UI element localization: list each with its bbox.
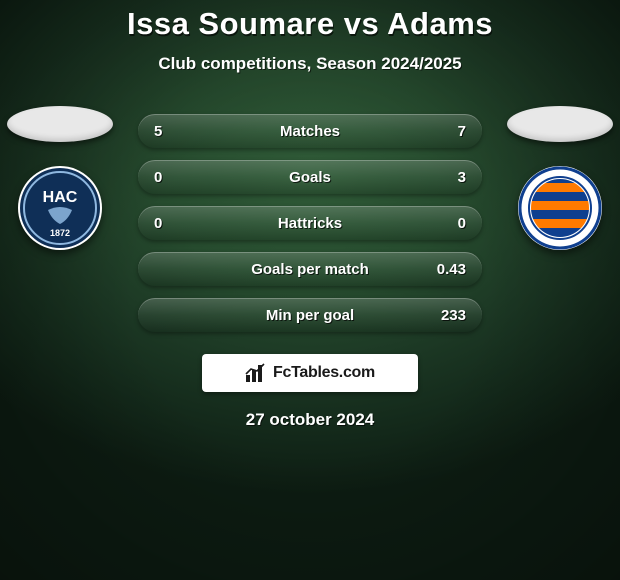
club-badge-left: HAC 1872 bbox=[18, 166, 102, 250]
svg-text:HAC: HAC bbox=[43, 189, 78, 206]
page-title: Issa Soumare vs Adams bbox=[0, 6, 620, 42]
stat-left-value: 5 bbox=[154, 123, 194, 140]
stat-right-value: 233 bbox=[426, 307, 466, 324]
branding-text: FcTables.com bbox=[273, 364, 375, 382]
mhsc-crest-icon bbox=[518, 166, 602, 250]
stat-label: Goals per match bbox=[251, 261, 369, 278]
player-right-column bbox=[500, 106, 620, 250]
stat-left-value: 0 bbox=[154, 215, 194, 232]
club-badge-right bbox=[518, 166, 602, 250]
page-subtitle: Club competitions, Season 2024/2025 bbox=[0, 54, 620, 74]
stat-right-value: 3 bbox=[426, 169, 466, 186]
stat-row: Min per goal 233 bbox=[138, 298, 482, 332]
stat-label: Min per goal bbox=[266, 307, 354, 324]
stat-row: 5 Matches 7 bbox=[138, 114, 482, 148]
svg-text:1872: 1872 bbox=[50, 228, 70, 238]
stat-row: 0 Hattricks 0 bbox=[138, 206, 482, 240]
hac-crest-icon: HAC 1872 bbox=[18, 166, 102, 250]
player-left-column: HAC 1872 bbox=[0, 106, 120, 250]
stat-row: Goals per match 0.43 bbox=[138, 252, 482, 286]
stat-row: 0 Goals 3 bbox=[138, 160, 482, 194]
stat-right-value: 0 bbox=[426, 215, 466, 232]
stat-label: Hattricks bbox=[278, 215, 342, 232]
stat-right-value: 7 bbox=[426, 123, 466, 140]
content-container: Issa Soumare vs Adams Club competitions,… bbox=[0, 0, 620, 580]
stats-list: 5 Matches 7 0 Goals 3 0 Hattricks 0 Goal… bbox=[138, 114, 482, 332]
stat-label: Matches bbox=[280, 123, 340, 140]
player-right-photo-placeholder bbox=[507, 106, 613, 142]
stat-label: Goals bbox=[289, 169, 331, 186]
stat-right-value: 0.43 bbox=[426, 261, 466, 278]
date-text: 27 october 2024 bbox=[0, 410, 620, 430]
branding-bar: FcTables.com bbox=[202, 354, 418, 392]
bars-chart-icon bbox=[245, 363, 267, 383]
comparison-arena: HAC 1872 bbox=[0, 114, 620, 430]
player-left-photo-placeholder bbox=[7, 106, 113, 142]
stat-left-value: 0 bbox=[154, 169, 194, 186]
